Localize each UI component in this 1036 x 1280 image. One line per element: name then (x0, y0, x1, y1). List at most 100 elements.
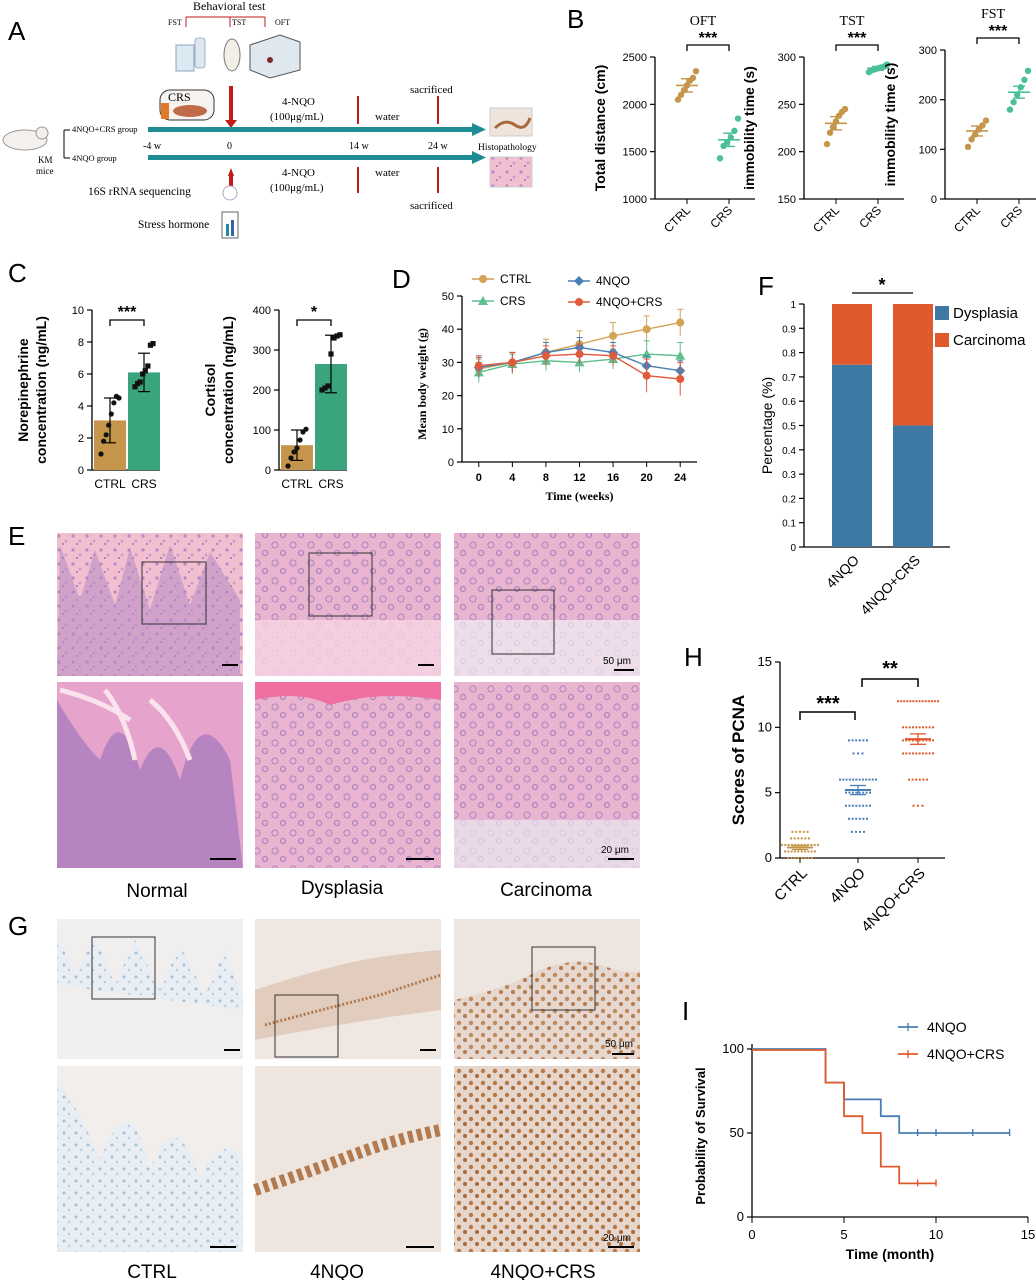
x-tick-label: 4NQO+CRS (857, 552, 923, 618)
he-label-carcinoma: Carcinoma (500, 880, 592, 901)
x-tick-label: 0 (748, 1227, 755, 1242)
data-point (865, 778, 868, 781)
data-point (911, 778, 914, 781)
y-tick-label: 15 (758, 654, 772, 669)
y-axis-label: Percentage (%) (759, 377, 775, 474)
data-point (855, 830, 857, 833)
data-point (900, 700, 903, 703)
oft-label: OFT (275, 18, 290, 27)
ihc-crs-scalebar (612, 1053, 634, 1055)
data-point (791, 830, 794, 833)
data-point (294, 445, 300, 451)
data-point (802, 830, 805, 833)
tst-mouse-icon (223, 38, 241, 72)
data-point (800, 843, 803, 846)
data-point (675, 350, 686, 360)
y-tick-label: 20 (442, 391, 454, 403)
y-tick-label: 300 (253, 345, 271, 357)
data-point (303, 426, 309, 432)
data-point (855, 817, 858, 820)
data-point (857, 752, 859, 755)
data-point (98, 451, 104, 457)
x-tick-label: 16 (607, 472, 619, 484)
y-tick-label: 2000 (623, 99, 647, 111)
data-point (866, 739, 868, 742)
data-point (794, 843, 797, 846)
data-point (906, 700, 909, 703)
data-point (793, 857, 796, 859)
panel-g: G 50 μm 20 μm CTRL 4NQO 4NQO+CRS (8, 911, 640, 1280)
data-point (982, 117, 990, 124)
data-point (787, 850, 790, 853)
x-tick-label: CTRL (771, 865, 811, 905)
data-point (103, 432, 109, 438)
y-tick-label: 10 (72, 305, 84, 317)
y-axis-label: Scores of PCNA (729, 695, 748, 825)
data-point (964, 143, 972, 151)
data-point (912, 700, 915, 703)
data-point (912, 804, 915, 807)
he-scale-bottom-label: 20 μm (601, 845, 629, 856)
data-point (334, 333, 340, 339)
data-point (676, 375, 685, 383)
chart-title: FST (981, 7, 1006, 22)
significance-bracket (976, 37, 1020, 44)
time-minus4: -4 w (143, 141, 162, 152)
data-point (851, 739, 854, 742)
panel-letter-a: A (8, 16, 26, 46)
histo-he-thumbnail (489, 156, 533, 188)
data-point (541, 351, 550, 360)
timeline-arrow-bottom (148, 155, 473, 160)
data-point (790, 857, 793, 859)
y-axis-label: Total distance (cm) (592, 65, 608, 192)
data-point (806, 830, 809, 833)
chart-title: OFT (690, 14, 717, 29)
data-point (734, 115, 742, 122)
fst-cylinder-icon (194, 37, 206, 69)
data-point (145, 363, 151, 369)
ihc-ctrl-high-scalebar (210, 1246, 236, 1248)
y-tick-label: 100 (919, 144, 937, 156)
data-point (716, 155, 724, 162)
data-point (479, 275, 487, 283)
crs-tube-cap (161, 103, 169, 119)
data-point (787, 857, 789, 859)
data-point (790, 837, 792, 840)
y-axis-label: immobility time (s) (741, 66, 757, 190)
data-point (883, 61, 891, 68)
significance-label: *** (848, 30, 867, 47)
data-point (918, 700, 921, 703)
data-point (858, 791, 861, 794)
significance-label: ** (882, 658, 898, 680)
data-point (808, 837, 810, 840)
water-bottom-label: water (375, 167, 400, 179)
stacked-bar-segment (893, 304, 933, 426)
data-point (848, 739, 850, 742)
panel-a: A Behavioral test FST TST OFT CRS KM mic… (2, 0, 537, 239)
y-tick-label: 0.3 (782, 470, 796, 481)
data-point (912, 726, 914, 729)
stacked-bar-segment (832, 304, 872, 365)
data-point (285, 463, 291, 469)
data-point (855, 778, 858, 781)
x-tick-label: 20 (641, 472, 653, 484)
data-point (100, 438, 107, 444)
y-axis-label: Mean body weight (g) (415, 328, 429, 440)
data-point (927, 700, 930, 703)
week24-marker-top (437, 96, 439, 124)
he-scale-top-label: 50 μm (603, 656, 631, 667)
ihc-4nqo-scalebar (420, 1049, 436, 1051)
y-tick-label: 0 (931, 194, 937, 206)
y-tick-label: 0 (790, 543, 796, 554)
data-point (859, 830, 861, 833)
data-point (508, 358, 517, 367)
data-point (905, 752, 908, 755)
ihc-label-4nqo-crs: 4NQO+CRS (490, 1262, 595, 1280)
significance-label: *** (816, 693, 840, 715)
x-axis-label: Time (weeks) (545, 489, 613, 503)
panel-letter-g: G (8, 911, 28, 941)
data-point (803, 843, 806, 846)
nqo-bottom-label: 4-NQO (282, 167, 315, 179)
data-point (918, 752, 921, 755)
data-point (331, 335, 337, 341)
